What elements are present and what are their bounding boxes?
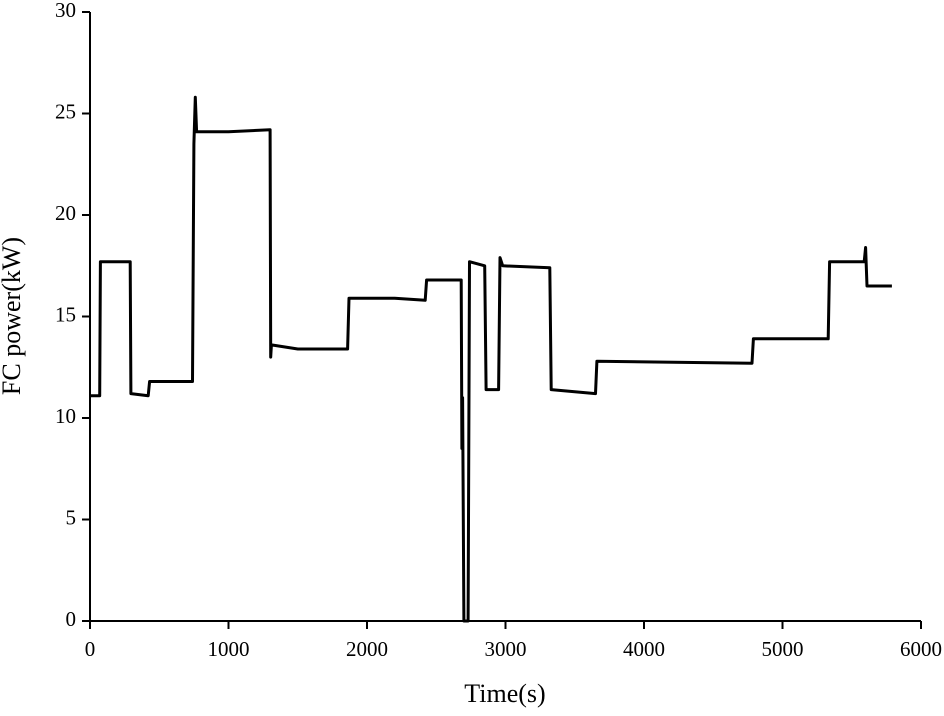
x-tick-label: 2000: [346, 637, 388, 661]
x-tick-label: 1000: [208, 637, 250, 661]
x-axis-label: Time(s): [464, 679, 545, 708]
line: [90, 95, 892, 623]
y-tick-label: 20: [55, 201, 76, 225]
y-tick-label: 15: [55, 302, 76, 326]
y-tick-label: 30: [55, 0, 76, 22]
x-tick-label: 5000: [762, 637, 804, 661]
x-tick-label: 3000: [485, 637, 527, 661]
y-axis-label: FC power(kW): [0, 237, 26, 395]
y-tick-label: 5: [66, 505, 77, 529]
y-tick-label: 10: [55, 404, 76, 428]
y-tick-label: 0: [66, 607, 77, 631]
y-tick-label: 25: [55, 99, 76, 123]
x-tick-label: 0: [85, 637, 96, 661]
x-tick-label: 4000: [623, 637, 665, 661]
x-tick-label: 6000: [900, 637, 942, 661]
